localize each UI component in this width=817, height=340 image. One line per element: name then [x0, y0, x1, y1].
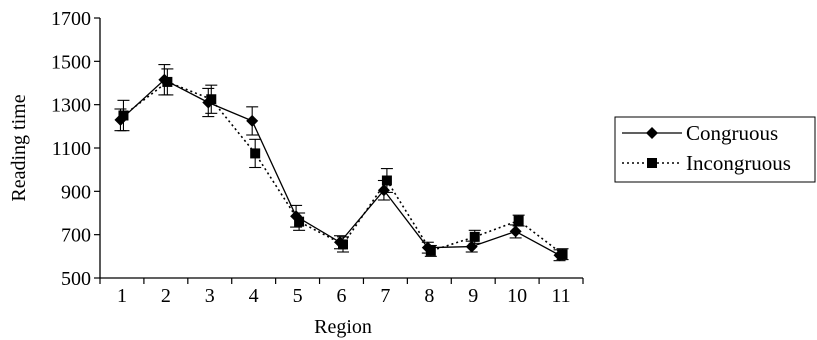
legend-item-congruous: Congruous — [622, 121, 778, 145]
series-incongruous — [117, 68, 569, 261]
data-point — [465, 240, 478, 253]
legend-diamond-marker — [646, 127, 658, 139]
legend-box — [614, 116, 816, 183]
x-axis-title: Region — [314, 316, 372, 338]
x-tick-label: 1 — [117, 285, 127, 307]
data-point — [206, 94, 217, 105]
y-tick-label: 500 — [61, 268, 91, 290]
legend-label-congruous: Congruous — [686, 121, 778, 145]
legend-item-incongruous: Incongruous — [622, 151, 791, 175]
data-point — [162, 76, 173, 87]
y-tick-label: 900 — [61, 181, 91, 203]
y-tick-label: 1500 — [51, 51, 91, 73]
data-point — [118, 110, 129, 121]
data-point — [246, 114, 259, 127]
data-point — [381, 175, 392, 186]
x-tick-label: 2 — [161, 285, 171, 307]
legend-label-incongruous: Incongruous — [686, 151, 791, 175]
data-point — [425, 245, 436, 256]
axes: 500 700 900 1100 1300 1500 1700 1 2 3 4 5 6 7 8 9 10 11 — [51, 8, 584, 307]
legend-square-marker — [647, 158, 657, 168]
data-point — [509, 225, 522, 238]
x-tick-label: 10 — [507, 285, 527, 307]
series-line — [122, 81, 564, 255]
x-tick-label: 7 — [380, 285, 390, 307]
x-tick-label: 6 — [337, 285, 347, 307]
data-point — [557, 249, 568, 260]
x-tick-label: 5 — [293, 285, 303, 307]
data-point — [294, 216, 305, 227]
data-point — [469, 231, 480, 242]
x-tick-label: 9 — [468, 285, 478, 307]
x-tick-label: 3 — [205, 285, 215, 307]
data-point — [250, 148, 261, 159]
data-point — [338, 239, 348, 250]
y-axis-title: Reading time — [8, 94, 30, 201]
x-tick-label: 4 — [249, 285, 259, 307]
y-tick-label: 1700 — [51, 8, 91, 30]
x-tick-label: 8 — [424, 285, 434, 307]
y-tick-label: 700 — [61, 225, 91, 247]
series-layer — [114, 64, 569, 262]
y-tick-label: 1300 — [51, 95, 91, 117]
y-tick-label: 1100 — [52, 138, 91, 160]
data-point — [513, 215, 524, 226]
x-tick-label: 11 — [551, 285, 570, 307]
series-line — [120, 78, 560, 256]
series-congruous — [114, 64, 566, 262]
legend: Congruous Incongruous — [614, 116, 816, 183]
